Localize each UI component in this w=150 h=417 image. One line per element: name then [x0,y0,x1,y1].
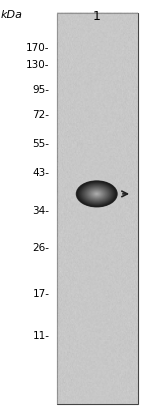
Ellipse shape [77,181,116,206]
Ellipse shape [94,192,100,196]
FancyBboxPatch shape [57,13,138,404]
Ellipse shape [91,190,102,198]
Text: 55-: 55- [33,139,50,149]
Ellipse shape [90,190,103,198]
Ellipse shape [81,183,113,204]
Text: 11-: 11- [33,331,50,341]
Ellipse shape [95,193,98,195]
Ellipse shape [83,185,110,203]
Ellipse shape [81,184,112,204]
Ellipse shape [85,186,109,201]
Text: 130-: 130- [26,60,50,70]
Ellipse shape [76,181,117,207]
Ellipse shape [95,193,99,195]
Ellipse shape [87,188,106,200]
Text: 1: 1 [93,10,101,23]
Text: 43-: 43- [33,168,50,178]
Text: 170-: 170- [26,43,50,53]
Ellipse shape [88,188,106,200]
Ellipse shape [76,180,118,208]
Text: 26-: 26- [33,243,50,253]
Ellipse shape [88,188,105,199]
Ellipse shape [80,183,114,205]
Ellipse shape [96,193,98,194]
Text: 17-: 17- [33,289,50,299]
Ellipse shape [86,187,107,201]
Ellipse shape [82,184,111,203]
Ellipse shape [84,186,109,202]
Text: 95-: 95- [33,85,50,95]
Ellipse shape [89,189,104,199]
Text: 34-: 34- [33,206,50,216]
Ellipse shape [85,187,108,201]
Ellipse shape [78,182,116,206]
Text: 72-: 72- [33,110,50,120]
Ellipse shape [93,191,101,197]
Ellipse shape [93,192,100,196]
Ellipse shape [90,189,104,198]
Ellipse shape [83,185,111,203]
Text: kDa: kDa [1,10,23,20]
Ellipse shape [79,182,115,206]
Ellipse shape [79,183,114,205]
Ellipse shape [92,191,102,197]
